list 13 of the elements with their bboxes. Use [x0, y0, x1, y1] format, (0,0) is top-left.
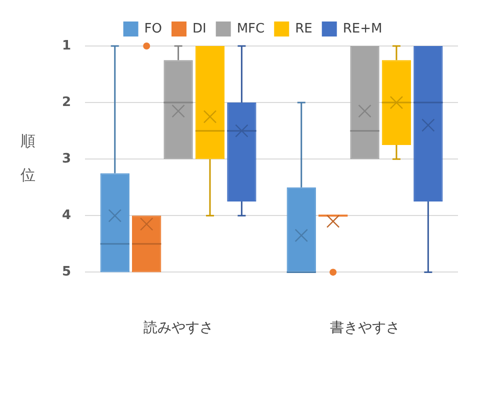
legend-label: DI — [192, 21, 206, 36]
x-tick-label: 読みやすさ — [143, 320, 214, 336]
y-tick-label: 4 — [62, 208, 72, 224]
x-tick-label: 書きやすさ — [330, 320, 400, 336]
legend-label: RE — [295, 21, 312, 36]
y-tick-label: 2 — [62, 94, 72, 110]
y-tick-label: 5 — [62, 264, 72, 280]
legend-label: FO — [144, 21, 162, 36]
y-tick-label: 3 — [62, 151, 72, 166]
y-tick-label: 1 — [62, 38, 72, 54]
y-axis-title: 順位 — [20, 132, 36, 184]
legend-label: MFC — [236, 21, 265, 36]
legend-label: RE+M — [342, 21, 382, 36]
